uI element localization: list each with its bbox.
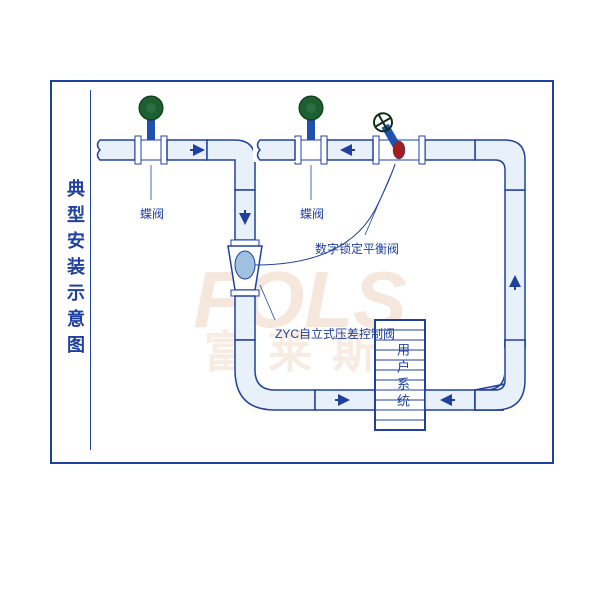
title-text: 典型安装示意图 xyxy=(62,179,88,361)
pipe-elbow xyxy=(235,340,315,410)
butterfly-valve-body-left xyxy=(141,140,161,160)
flange xyxy=(135,136,141,164)
label-zyc-valve: ZYC自立式压差控制阀 xyxy=(275,325,395,342)
pipe-segment xyxy=(235,296,255,340)
butterfly-valve-left xyxy=(139,96,163,140)
pipe-segment xyxy=(425,140,475,160)
label-digital-balance: 数字锁定平衡阀 xyxy=(315,240,399,257)
butterfly-valve-body-right xyxy=(301,140,321,160)
piping-diagram xyxy=(95,90,545,450)
flange xyxy=(161,136,167,164)
pipe-elbow-br xyxy=(475,340,525,410)
inlet-pipe-left xyxy=(98,140,136,160)
butterfly-valve-right xyxy=(299,96,323,140)
title-panel: 典型安装示意图 xyxy=(60,90,91,450)
pipe-elbow xyxy=(207,140,255,190)
leader-line xyxy=(365,165,395,235)
inlet-pipe-right xyxy=(258,140,296,160)
label-butterfly-right: 蝶阀 xyxy=(300,205,324,222)
leader-line xyxy=(260,285,275,320)
label-butterfly-left: 蝶阀 xyxy=(140,205,164,222)
pipe-segment xyxy=(505,190,525,350)
zyc-control-valve xyxy=(228,240,262,296)
label-user-system: 用户系统 xyxy=(393,343,412,411)
flange xyxy=(321,136,327,164)
digital-balance-valve xyxy=(371,110,425,164)
pipe-elbow-tr xyxy=(475,140,525,190)
